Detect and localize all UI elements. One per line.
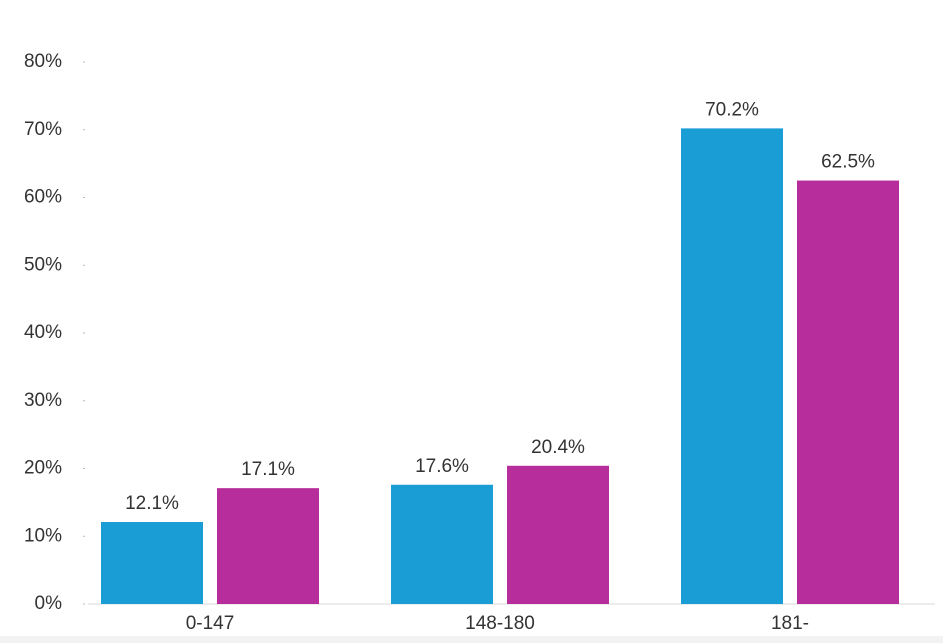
y-tick-label: 60% xyxy=(24,187,62,208)
bar xyxy=(101,522,203,604)
value-label: 62.5% xyxy=(821,152,875,173)
bar xyxy=(391,484,493,604)
x-tick-label: 0-147 xyxy=(186,613,235,634)
y-tick-label: 0% xyxy=(35,593,63,614)
y-tick-label: 50% xyxy=(24,254,62,275)
value-label: 17.1% xyxy=(241,459,295,480)
bottom-strip xyxy=(0,636,943,643)
y-tick-label: 70% xyxy=(24,119,62,140)
y-tick-label: 80% xyxy=(24,51,62,72)
y-tick-label: 10% xyxy=(24,525,62,546)
y-tick-label: 40% xyxy=(24,322,62,343)
value-label: 17.6% xyxy=(415,456,469,477)
bar xyxy=(797,180,899,604)
bar xyxy=(217,488,319,604)
x-tick-label: 181- xyxy=(771,613,809,634)
bar xyxy=(681,128,783,604)
y-tick-label: 30% xyxy=(24,390,62,411)
y-tick-label: 20% xyxy=(24,458,62,479)
value-label: 70.2% xyxy=(705,99,759,120)
x-tick-label: 148-180 xyxy=(465,613,535,634)
value-label: 12.1% xyxy=(125,493,179,514)
bar xyxy=(507,465,609,604)
value-label: 20.4% xyxy=(531,437,585,458)
